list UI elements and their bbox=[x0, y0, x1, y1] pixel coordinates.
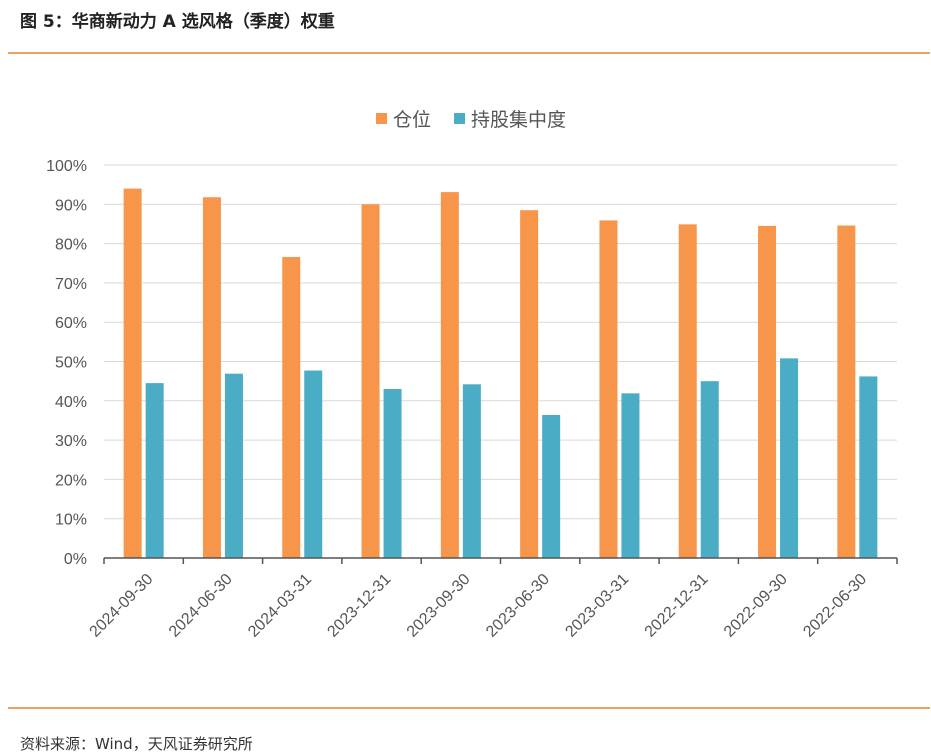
y-tick-label: 20% bbox=[55, 472, 87, 489]
x-tick-label: 2023-03-31 bbox=[562, 571, 632, 641]
y-axis-ticks: 0% 10% 20% 30% 40% 50% 60% 70% 80% 90% 100% bbox=[46, 158, 87, 568]
legend-label: 持股集中度 bbox=[471, 109, 566, 131]
x-tick-label: 2023-12-31 bbox=[324, 571, 394, 641]
top-divider bbox=[8, 52, 930, 54]
bar-position bbox=[837, 225, 856, 558]
x-tick-label: 2023-06-30 bbox=[483, 571, 553, 641]
x-tick-label: 2024-09-30 bbox=[87, 571, 157, 641]
bar-concentration bbox=[700, 381, 719, 558]
x-tick-label: 2023-09-30 bbox=[404, 571, 474, 641]
bar-concentration bbox=[542, 414, 561, 558]
bars bbox=[123, 188, 878, 559]
bar-position bbox=[678, 224, 697, 558]
bar-position bbox=[520, 210, 539, 558]
bar-position bbox=[440, 192, 459, 558]
bar-concentration bbox=[304, 370, 323, 558]
x-tick-label: 2022-09-30 bbox=[721, 571, 791, 641]
bar-concentration bbox=[780, 358, 799, 558]
y-tick-label: 40% bbox=[55, 394, 87, 411]
y-tick-label: 100% bbox=[46, 158, 87, 175]
bar-concentration bbox=[224, 373, 243, 558]
bar-position bbox=[282, 256, 301, 558]
gridlines bbox=[104, 164, 897, 520]
bar-position bbox=[202, 197, 221, 558]
y-tick-label: 10% bbox=[55, 512, 87, 529]
bar-concentration bbox=[859, 376, 878, 558]
y-tick-label: 90% bbox=[55, 197, 87, 214]
legend-label: 仓位 bbox=[393, 109, 431, 131]
x-tick-label: 2024-03-31 bbox=[245, 571, 315, 641]
legend: 仓位 持股集中度 bbox=[376, 109, 566, 131]
x-tick-label: 2022-12-31 bbox=[642, 571, 712, 641]
y-tick-label: 30% bbox=[55, 433, 87, 450]
bar-position bbox=[361, 204, 380, 559]
bar-position bbox=[123, 188, 142, 558]
bottom-divider bbox=[8, 707, 930, 709]
source-note: 资料来源：Wind，天风证券研究所 bbox=[20, 735, 253, 753]
bar-position bbox=[599, 220, 618, 558]
figure-title: 图 5：华商新动力 A 选风格（季度）权重 bbox=[20, 12, 335, 32]
bar-concentration bbox=[621, 393, 640, 558]
y-tick-label: 50% bbox=[55, 355, 87, 372]
bar-concentration bbox=[383, 389, 402, 558]
legend-swatch bbox=[454, 113, 465, 124]
bar-concentration bbox=[145, 383, 164, 558]
y-tick-label: 80% bbox=[55, 237, 87, 254]
x-axis bbox=[103, 557, 898, 564]
x-tick-label: 2024-06-30 bbox=[166, 571, 236, 641]
x-tick-label: 2022-06-30 bbox=[800, 571, 870, 641]
bar-position bbox=[758, 225, 777, 559]
bar-concentration bbox=[462, 384, 481, 558]
y-tick-label: 0% bbox=[64, 551, 87, 568]
legend-swatch bbox=[376, 113, 387, 124]
x-axis-ticks: 2024-09-30 2024-06-30 2024-03-31 2023-12-31… bbox=[87, 571, 871, 641]
y-tick-label: 60% bbox=[55, 315, 87, 332]
y-tick-label: 70% bbox=[55, 276, 87, 293]
